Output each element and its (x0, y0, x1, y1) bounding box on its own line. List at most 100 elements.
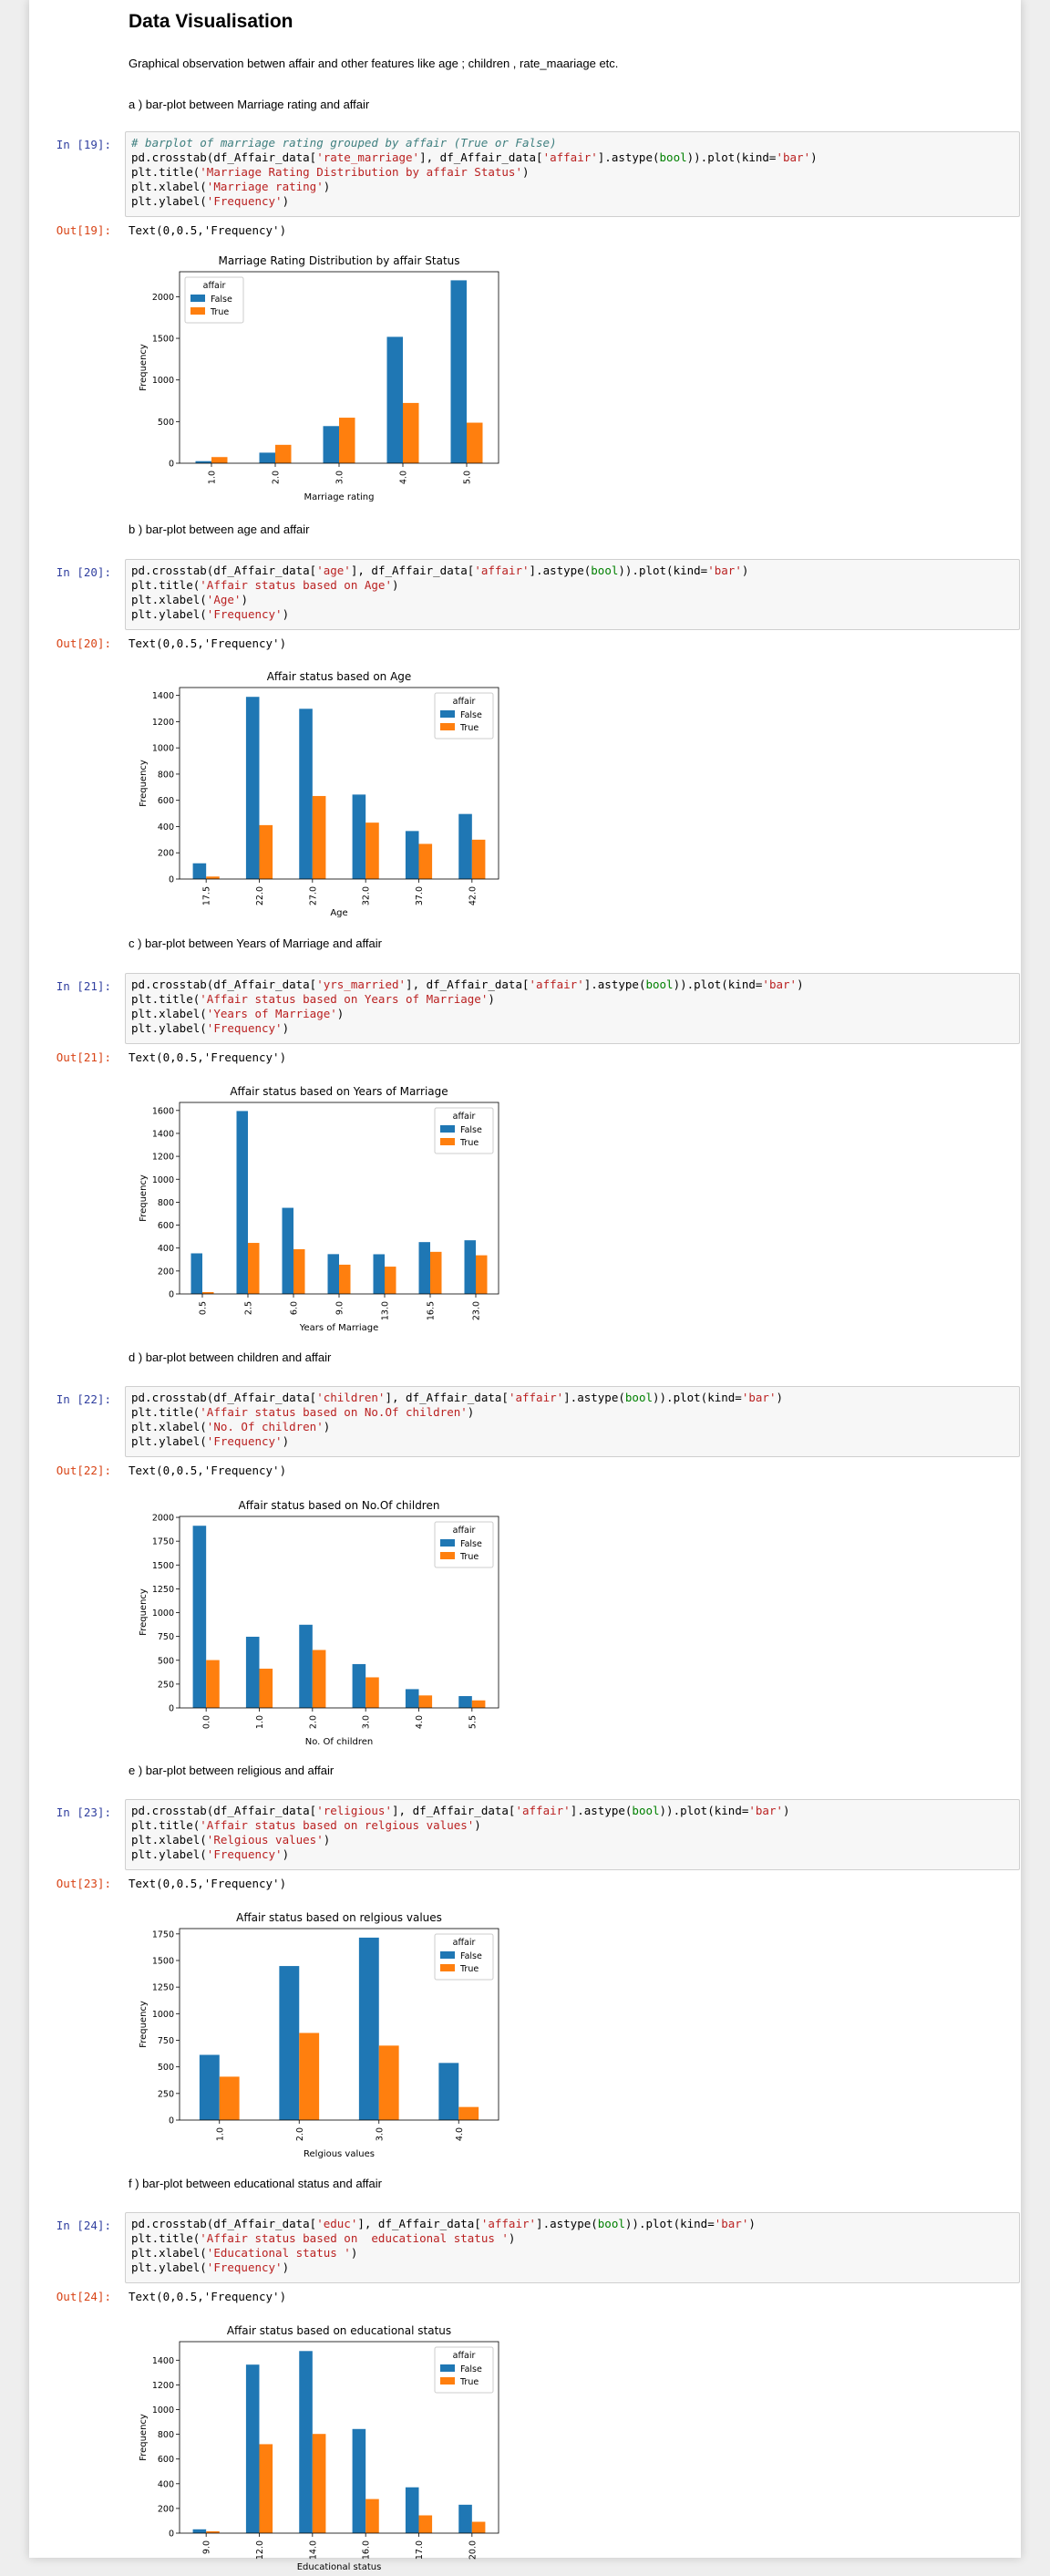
x-tick-label: 14.0 (308, 2540, 318, 2560)
bar-true (202, 1291, 214, 1294)
x-tick-label: 0.5 (199, 1301, 209, 1315)
bar-true (467, 422, 483, 463)
legend-label-false: False (211, 295, 232, 305)
legend-label-false: False (460, 710, 482, 720)
out-prompt: Out[23]: (56, 1877, 111, 1890)
bar-false (245, 2364, 260, 2533)
bar-false (192, 2529, 207, 2533)
y-tick-label: 1250 (152, 1983, 174, 1993)
code-cell[interactable]: pd.crosstab(df_Affair_data['educ'], df_A… (125, 2212, 1020, 2283)
plot-frame (179, 2341, 499, 2534)
bar-true (458, 2106, 479, 2120)
legend-title: affair (453, 1526, 476, 1536)
bar-true (259, 2444, 273, 2533)
y-tick-label: 500 (158, 1656, 174, 1666)
code-cell[interactable]: pd.crosstab(df_Affair_data['children'], … (125, 1386, 1020, 1457)
y-axis-label: Frequency (139, 2001, 149, 2048)
bar-false (438, 2063, 459, 2120)
chart-age: Affair status based on Age 0 200 400 600 800 1… (139, 670, 499, 918)
y-tick-label: 600 (158, 796, 174, 806)
legend-title: affair (203, 281, 226, 291)
code-cell[interactable]: pd.crosstab(df_Affair_data['religious'],… (125, 1799, 1020, 1870)
x-axis-label: Years of Marriage (299, 1323, 379, 1333)
x-tick-label: 32.0 (362, 886, 372, 905)
chart-title: Affair status based on relgious values (236, 1911, 442, 1924)
y-tick-label: 1500 (152, 1561, 174, 1571)
in-prompt: In [21]: (56, 979, 111, 993)
y-axis-label: Frequency (139, 1174, 149, 1222)
y-tick-label: 1500 (152, 335, 174, 345)
code-line: pd.crosstab(df_Affair_data['religious'],… (131, 1804, 790, 1817)
bar-true (259, 1668, 273, 1708)
x-tick-label: 0.0 (202, 1715, 212, 1729)
y-tick-label: 1000 (152, 2010, 174, 2020)
bar-false (259, 452, 275, 463)
legend-swatch-true (440, 2377, 455, 2385)
bar-false (195, 460, 211, 463)
y-tick-label: 0 (169, 2529, 174, 2540)
chart-religious: Affair status based on relgious values 0 2… (139, 1911, 499, 2159)
y-tick-label: 1400 (152, 1129, 174, 1139)
bar-true (339, 418, 355, 463)
y-tick-label: 2000 (152, 1514, 174, 1524)
x-tick-label: 12.0 (255, 2540, 265, 2560)
bar-true (339, 1264, 351, 1294)
code-line: plt.xlabel('Age') (131, 593, 248, 606)
x-tick-label: 16.0 (362, 2540, 372, 2560)
y-tick-label: 1000 (152, 2405, 174, 2416)
legend-label-true: True (459, 1138, 479, 1148)
bar-true (312, 795, 326, 879)
y-tick-label: 2000 (152, 293, 174, 303)
out-prompt: Out[24]: (56, 2290, 111, 2303)
code-line: plt.xlabel('No. Of children') (131, 1420, 331, 1433)
legend-swatch-false (440, 710, 455, 718)
plot-frame (179, 1516, 499, 1709)
bar-true (275, 444, 292, 463)
chart-children: Affair status based on No.Of children 0 25… (139, 1499, 499, 1747)
x-tick-label: 20.0 (468, 2540, 478, 2560)
bar-true (312, 2434, 326, 2533)
bar-false (405, 831, 419, 879)
y-tick-label: 1200 (152, 1153, 174, 1163)
in-prompt: In [20]: (56, 565, 111, 579)
y-tick-label: 200 (158, 2504, 174, 2514)
bar-false (236, 1111, 248, 1294)
y-tick-label: 750 (158, 2036, 174, 2046)
intro-text: Graphical observation betwen affair and … (129, 57, 619, 70)
bar-false (299, 1624, 313, 1708)
in-prompt: In [24]: (56, 2219, 111, 2232)
chart-title: Affair status based on Years of Marriage (230, 1085, 448, 1098)
code-line: plt.title('Affair status based on relgio… (131, 1818, 481, 1832)
code-line: pd.crosstab(df_Affair_data['educ'], df_A… (131, 2217, 756, 2230)
bar-false (450, 280, 467, 463)
bar-false (358, 1937, 379, 2120)
bar-false (352, 2428, 366, 2533)
x-tick-label: 17.0 (415, 2540, 425, 2560)
bar-false (352, 1663, 366, 1708)
bar-false (418, 1242, 430, 1294)
y-tick-label: 800 (158, 1198, 174, 1208)
code-line: plt.ylabel('Frequency') (131, 1434, 290, 1448)
legend-swatch-false (440, 1951, 455, 1959)
bar-true (418, 1695, 433, 1708)
code-line: plt.ylabel('Frequency') (131, 607, 290, 621)
x-tick-label: 6.0 (290, 1301, 300, 1315)
in-prompt: In [23]: (56, 1805, 111, 1819)
output-text: Text(0,0.5,'Frequency') (129, 2290, 287, 2303)
code-cell[interactable]: pd.crosstab(df_Affair_data['age'], df_Af… (125, 559, 1020, 630)
section-heading-e: e ) bar-plot between religious and affai… (129, 1764, 335, 1777)
y-tick-label: 1750 (152, 1929, 174, 1940)
x-tick-label: 9.0 (202, 2540, 212, 2554)
section-heading-b: b ) bar-plot between age and affair (129, 522, 310, 536)
x-tick-label: 5.5 (468, 1715, 478, 1729)
bar-false (190, 1253, 202, 1294)
code-cell[interactable]: # barplot of marriage rating grouped by … (125, 131, 1020, 217)
code-line: pd.crosstab(df_Affair_data['children'], … (131, 1391, 784, 1404)
code-cell[interactable]: pd.crosstab(df_Affair_data['yrs_married'… (125, 973, 1020, 1044)
legend-swatch-false (440, 1125, 455, 1133)
bar-false (299, 2351, 313, 2533)
y-tick-label: 0 (169, 460, 174, 470)
x-axis-label: Relgious values (304, 2149, 375, 2159)
bar-true (385, 1267, 396, 1294)
bar-true (259, 824, 273, 879)
